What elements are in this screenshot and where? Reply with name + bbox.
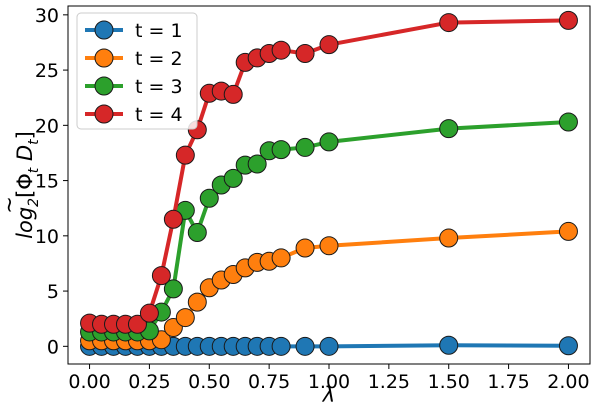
data-point-t-3	[199, 188, 219, 208]
data-point-t-2	[271, 248, 291, 268]
data-point-t-1	[558, 336, 578, 356]
data-point-t-3	[163, 279, 183, 299]
y-tick-label: 25	[35, 60, 59, 82]
y-tick-label: 30	[35, 5, 59, 27]
axes-layer: 0.00 0.25 0.50 0.75 1.00 1.25 1.50 1.75 2.00 0 5 10…	[35, 5, 591, 393]
data-point-t-4	[175, 145, 195, 165]
y-label-open-bracket: [	[13, 190, 37, 198]
y-axis-label-text: log2[Φt Dt]	[13, 131, 42, 239]
y-label-tilde: ~	[0, 196, 21, 214]
x-tick-label: 1.75	[487, 371, 529, 393]
data-point-t-4	[163, 209, 183, 229]
data-point-t-3	[558, 112, 578, 132]
y-label-phi-subscript: t	[26, 167, 42, 173]
data-point-t-3	[223, 168, 243, 188]
legend-marker-t-4	[94, 104, 114, 124]
data-point-t-4	[139, 303, 159, 323]
y-label-base: 2	[26, 198, 42, 207]
y-label-close-bracket: ]	[13, 131, 37, 139]
data-point-t-4	[223, 84, 243, 104]
data-point-t-4	[151, 266, 171, 286]
y-label-d: D	[13, 145, 37, 168]
x-tick-label: 1.00	[308, 371, 350, 393]
legend-box	[76, 12, 198, 130]
data-point-t-3	[247, 154, 267, 174]
data-point-t-2	[439, 228, 459, 248]
y-tick-label: 20	[35, 115, 59, 137]
data-point-t-4	[295, 44, 315, 64]
legend-label-t-2: t = 2	[135, 48, 183, 70]
y-label-phi: Φ	[13, 173, 37, 190]
data-point-t-3	[295, 137, 315, 157]
data-point-t-1	[439, 335, 459, 355]
legend-marker-t-3	[94, 76, 114, 96]
x-tick-label: 1.25	[368, 371, 410, 393]
x-tick-label: 1.50	[428, 371, 470, 393]
data-point-t-4	[558, 10, 578, 30]
data-point-t-2	[319, 236, 339, 256]
data-point-t-4	[439, 13, 459, 33]
x-tick-label: 0.25	[128, 371, 170, 393]
data-point-t-2	[187, 292, 207, 312]
data-point-t-2	[175, 308, 195, 328]
x-tick-label: 0.00	[68, 371, 110, 393]
y-axis-label: log2[Φt Dt]~	[0, 131, 42, 239]
y-tick-label: 10	[35, 226, 59, 248]
y-label-log: log	[13, 207, 37, 239]
y-tick-label: 15	[35, 171, 59, 193]
data-point-t-1	[295, 336, 315, 356]
data-point-t-1	[319, 336, 339, 356]
data-point-t-3	[439, 119, 459, 139]
x-tick-label: 0.75	[248, 371, 290, 393]
x-axis-label: λ	[322, 383, 335, 407]
y-tick-label: 0	[47, 336, 59, 358]
data-point-t-3	[187, 223, 207, 243]
data-point-t-2	[295, 238, 315, 258]
legend-label-t-3: t = 3	[135, 76, 183, 98]
data-point-t-1	[271, 336, 291, 356]
legend: t = 1 t = 2 t = 3 t = 4	[76, 12, 198, 130]
y-label-d-subscript: t	[26, 139, 42, 145]
data-point-t-3	[271, 140, 291, 160]
data-point-t-4	[271, 40, 291, 60]
x-tick-label: 2.00	[547, 371, 589, 393]
legend-label-t-1: t = 1	[135, 20, 183, 42]
x-tick-label: 0.50	[188, 371, 230, 393]
data-point-t-2	[558, 221, 578, 241]
data-point-t-3	[319, 132, 339, 152]
legend-label-t-4: t = 4	[135, 104, 183, 126]
y-tick-label: 5	[47, 281, 59, 303]
data-point-t-4	[127, 314, 147, 334]
legend-marker-t-1	[94, 20, 114, 40]
data-point-t-4	[319, 35, 339, 55]
legend-marker-t-2	[94, 48, 114, 68]
series-line-t-3	[87, 120, 571, 334]
